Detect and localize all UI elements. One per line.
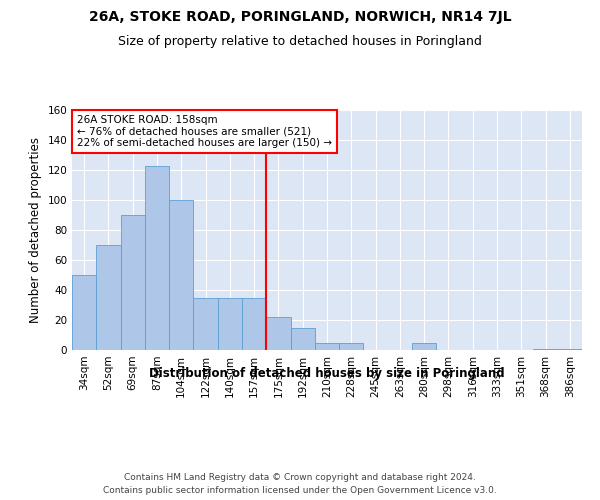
Bar [315,342,339,350]
Bar [121,215,145,350]
Bar [290,328,315,350]
Text: Contains HM Land Registry data © Crown copyright and database right 2024.: Contains HM Land Registry data © Crown c… [124,472,476,482]
Bar [242,298,266,350]
Bar [412,342,436,350]
Text: 26A STOKE ROAD: 158sqm
← 76% of detached houses are smaller (521)
22% of semi-de: 26A STOKE ROAD: 158sqm ← 76% of detached… [77,115,332,148]
Text: Contains public sector information licensed under the Open Government Licence v3: Contains public sector information licen… [103,486,497,495]
Bar [72,275,96,350]
Bar [193,298,218,350]
Text: Distribution of detached houses by size in Poringland: Distribution of detached houses by size … [149,368,505,380]
Y-axis label: Number of detached properties: Number of detached properties [29,137,42,323]
Bar [145,166,169,350]
Bar [218,298,242,350]
Text: 26A, STOKE ROAD, PORINGLAND, NORWICH, NR14 7JL: 26A, STOKE ROAD, PORINGLAND, NORWICH, NR… [89,10,511,24]
Bar [96,245,121,350]
Text: Size of property relative to detached houses in Poringland: Size of property relative to detached ho… [118,35,482,48]
Bar [533,348,558,350]
Bar [558,348,582,350]
Bar [169,200,193,350]
Bar [266,317,290,350]
Bar [339,342,364,350]
